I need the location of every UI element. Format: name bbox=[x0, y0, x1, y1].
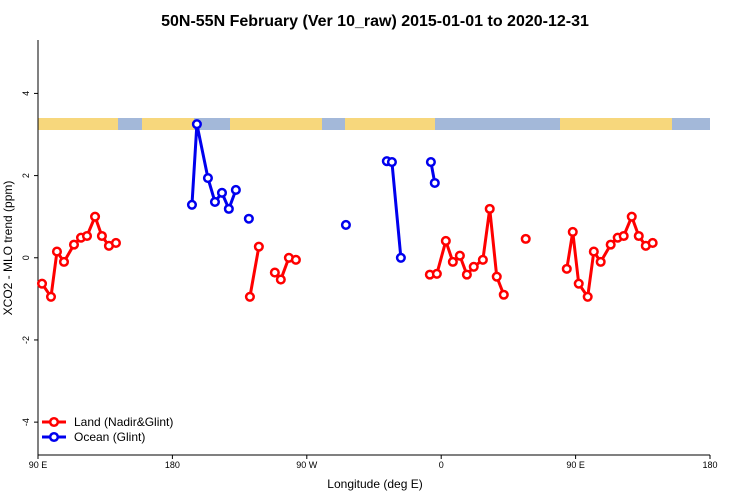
data-point bbox=[605, 239, 616, 250]
data-point bbox=[573, 278, 584, 289]
data-point bbox=[461, 269, 472, 280]
data-point bbox=[209, 196, 221, 207]
data-point bbox=[243, 213, 254, 224]
data-point bbox=[468, 261, 479, 272]
land-strip bbox=[560, 118, 672, 130]
legend-label: Land (Nadir&Glint) bbox=[74, 415, 173, 429]
y-tick-label: -4 bbox=[21, 418, 31, 426]
x-tick-label: 90 E bbox=[29, 460, 48, 470]
data-point bbox=[230, 184, 241, 196]
data-point bbox=[561, 263, 572, 274]
data-point bbox=[186, 199, 198, 210]
data-point bbox=[340, 219, 351, 230]
y-axis-label: XCO2 - MLO trend (ppm) bbox=[1, 181, 15, 316]
data-point bbox=[447, 256, 458, 267]
data-point bbox=[216, 187, 228, 198]
data-point bbox=[290, 254, 301, 265]
x-axis-label: Longitude (deg E) bbox=[327, 477, 422, 491]
land-strip bbox=[345, 118, 435, 130]
x-tick-label: 90 E bbox=[566, 460, 585, 470]
data-point bbox=[582, 291, 593, 302]
y-tick-label: -2 bbox=[21, 336, 31, 344]
data-point bbox=[429, 177, 440, 189]
data-point bbox=[191, 119, 202, 130]
data-point bbox=[595, 256, 606, 267]
y-tick-label: 2 bbox=[21, 173, 31, 178]
data-point bbox=[45, 291, 57, 302]
x-tick-label: 90 W bbox=[296, 460, 318, 470]
legend-marker bbox=[48, 416, 60, 428]
data-point bbox=[633, 230, 644, 242]
data-point bbox=[477, 254, 488, 265]
data-point bbox=[431, 268, 442, 279]
land-strip bbox=[38, 118, 118, 130]
data-point bbox=[567, 226, 578, 237]
data-point bbox=[269, 267, 280, 278]
data-point bbox=[520, 233, 531, 244]
data-point bbox=[223, 203, 234, 214]
data-point bbox=[36, 278, 48, 289]
land-strip bbox=[230, 118, 322, 130]
x-tick-label: 0 bbox=[439, 460, 444, 470]
land-strip bbox=[142, 118, 194, 130]
data-point bbox=[89, 211, 101, 222]
data-point bbox=[386, 156, 397, 168]
y-tick-label: 0 bbox=[21, 255, 31, 260]
x-tick-label: 180 bbox=[165, 460, 180, 470]
data-point bbox=[96, 230, 107, 242]
data-point bbox=[395, 252, 406, 263]
land-sea-band bbox=[38, 118, 710, 130]
data-point bbox=[110, 237, 122, 249]
data-point bbox=[440, 235, 451, 246]
data-point bbox=[618, 230, 629, 242]
data-point bbox=[51, 246, 63, 257]
data-point bbox=[588, 246, 599, 257]
data-point bbox=[68, 239, 80, 250]
data-point bbox=[491, 271, 502, 282]
data-point bbox=[58, 256, 70, 267]
y-tick-label: 4 bbox=[21, 91, 31, 96]
data-point bbox=[81, 230, 93, 242]
data-point bbox=[202, 173, 213, 184]
data-point bbox=[647, 237, 658, 249]
data-point bbox=[484, 203, 495, 214]
data-point bbox=[244, 291, 255, 302]
x-tick-label: 180 bbox=[702, 460, 717, 470]
data-point bbox=[454, 250, 465, 261]
data-point bbox=[498, 289, 509, 300]
data-point bbox=[253, 241, 264, 252]
chart-title: 50N-55N February (Ver 10_raw) 2015-01-01… bbox=[161, 13, 589, 30]
legend-marker bbox=[48, 431, 60, 443]
legend-label: Ocean (Glint) bbox=[74, 430, 145, 444]
data-point bbox=[425, 156, 436, 168]
data-point bbox=[275, 274, 286, 285]
data-point bbox=[626, 211, 637, 222]
